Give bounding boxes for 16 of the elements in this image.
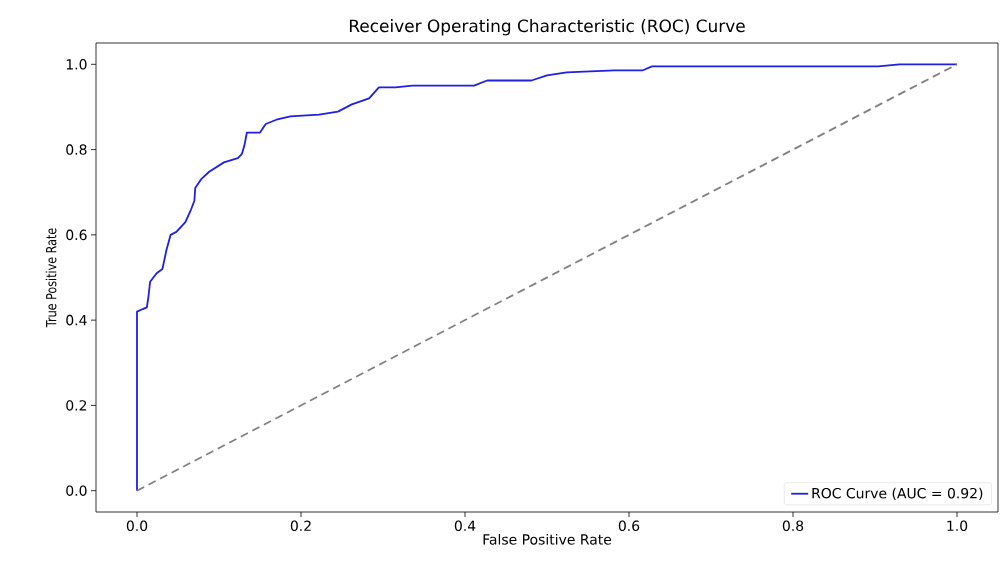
x-axis-title: False Positive Rate	[483, 533, 612, 545]
y-tick-label: 0.0	[66, 485, 87, 496]
y-tick-label: 0.4	[66, 314, 87, 326]
y-tick-label: 0.6	[66, 229, 87, 241]
x-tick-label: 1.0	[947, 520, 968, 532]
chart-title: Receiver Operating Characteristic (ROC) Curve	[349, 19, 745, 36]
x-tick-label: 0.8	[782, 520, 804, 532]
y-tick-label: 0.2	[66, 400, 87, 411]
x-tick-label: 0.0	[126, 520, 148, 532]
y-tick-label: 1.0	[66, 59, 87, 70]
x-tick-label: 0.4	[454, 520, 476, 532]
x-tick-label: 0.2	[290, 520, 311, 532]
y-tick-label: 0.8	[66, 144, 87, 155]
y-axis-title: True Positive Rate	[45, 228, 57, 328]
legend-label: ROC Curve (AUC = 0.92)	[812, 487, 983, 501]
x-tick-label: 0.6	[618, 520, 640, 532]
